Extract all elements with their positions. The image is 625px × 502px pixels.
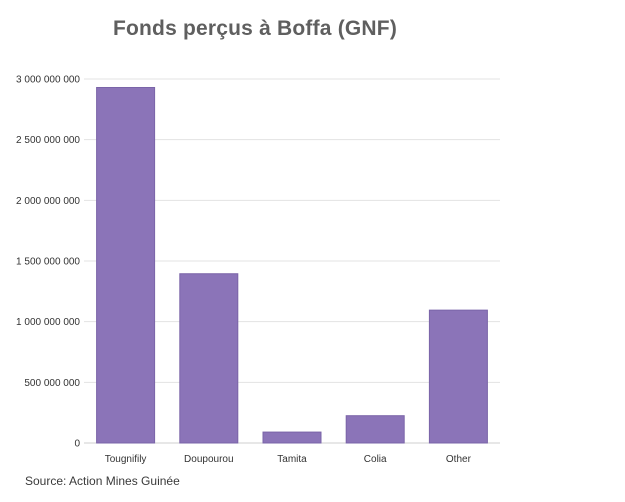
x-tick-label: Doupourou xyxy=(184,454,233,465)
x-tick-label: Tamita xyxy=(277,454,307,465)
y-tick-label: 0 xyxy=(74,439,80,450)
y-tick-label: 3 000 000 000 xyxy=(16,75,80,86)
bar-other xyxy=(428,309,488,444)
bar-colia xyxy=(345,415,405,444)
x-tick-label: Colia xyxy=(364,454,387,465)
source-note: Source: Action Mines Guinée xyxy=(25,474,180,488)
x-tick-label: Other xyxy=(446,454,472,465)
y-tick-label: 500 000 000 xyxy=(24,378,80,389)
x-tick-label: Tougnifily xyxy=(105,454,147,465)
y-tick-label: 1 000 000 000 xyxy=(16,317,80,328)
bar-doupourou xyxy=(179,273,239,444)
bar-tougnifily xyxy=(96,86,156,444)
y-tick-label: 2 500 000 000 xyxy=(16,135,80,146)
bar-tamita xyxy=(262,431,322,444)
chart-title: Fonds perçus à Boffa (GNF) xyxy=(112,17,398,40)
x-axis-labels: Tougnifily Doupourou Tamita Colia Other xyxy=(105,454,472,465)
y-axis-ticks: 0 500 000 000 1 000 000 000 1 500 000 000 2 … xyxy=(16,75,80,450)
bars xyxy=(96,86,488,444)
y-tick-label: 2 000 000 000 xyxy=(16,196,80,207)
y-tick-label: 1 500 000 000 xyxy=(16,257,80,268)
